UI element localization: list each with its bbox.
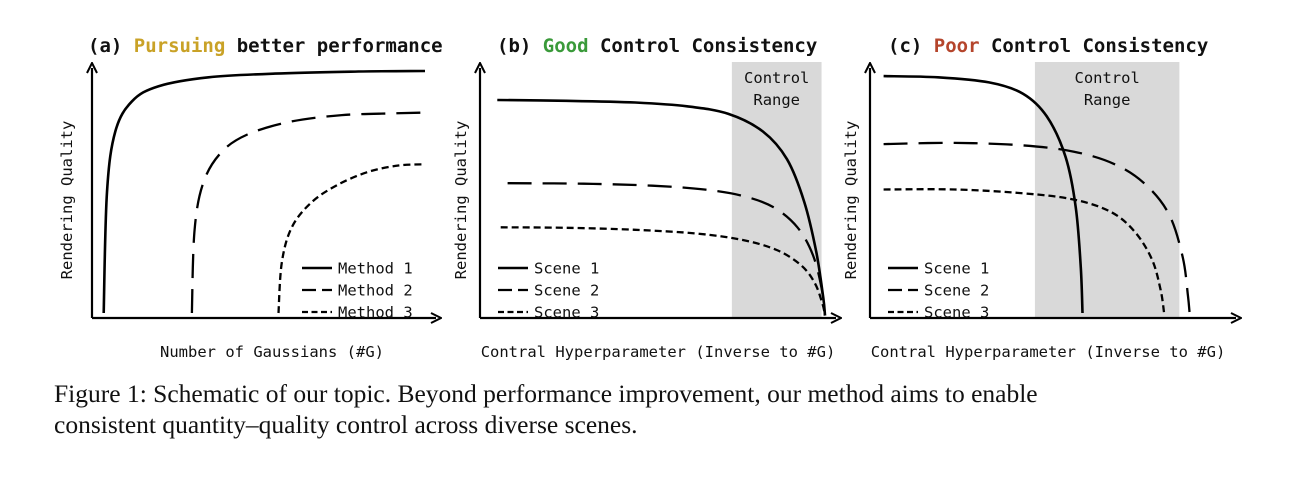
panel-b: Control Range Scene 1 Scene 2 Scene 3 (b) Goo… — [452, 35, 836, 361]
legend-label-method-3: Method 3 — [338, 304, 413, 322]
series-line-method-2 — [190, 111, 426, 314]
panel-title-label: (a) — [88, 35, 134, 57]
series-line-method-1 — [102, 69, 426, 314]
panel-title-highlight: Good — [543, 35, 589, 57]
control-range-label-line-1: Control — [1074, 69, 1139, 87]
series-line-method-3 — [277, 163, 426, 314]
panel-title-rest: better performance — [225, 35, 442, 57]
panel-title-rest: Control Consistency — [589, 35, 818, 57]
series-line-scene-2 — [883, 141, 1191, 314]
caption-line-1: Schematic of our topic. Beyond performan… — [153, 379, 1038, 408]
series-line-scene-3 — [500, 226, 827, 316]
panel-title-label: (c) — [888, 35, 934, 57]
x-axis-label: Contral Hyperparameter (Inverse to #G) — [871, 343, 1226, 361]
legend-label-scene-1: Scene 1 — [534, 260, 599, 278]
series-line-scene-2 — [507, 182, 827, 316]
legend-label-scene-2: Scene 2 — [924, 282, 989, 300]
panel-title: (b) Good Control Consistency — [497, 35, 817, 57]
panel-c: Control Range Scene 1 Scene 2 Scene 3 (c) Poo… — [842, 35, 1236, 361]
panel-title: (c) Poor Control Consistency — [888, 35, 1208, 57]
y-axis-label: Rendering Quality — [58, 121, 76, 280]
panel-title: (a) Pursuing better performance — [88, 35, 443, 57]
legend-label-method-2: Method 2 — [338, 282, 413, 300]
series-line-scene-1 — [883, 74, 1084, 314]
x-axis-label: Number of Gaussians (#G) — [160, 343, 384, 361]
panel-title-highlight: Poor — [934, 35, 980, 57]
control-range-label-line-2: Range — [1084, 91, 1131, 109]
control-range-label-line-1: Control — [744, 69, 809, 87]
legend-label-method-1: Method 1 — [338, 260, 413, 278]
legend-label-scene-2: Scene 2 — [534, 282, 599, 300]
panel-a: Method 1 Method 2 Method 3 (a) Pursuing bet… — [58, 35, 443, 361]
legend-label-scene-1: Scene 1 — [924, 260, 989, 278]
control-range-label-line-2: Range — [753, 91, 800, 109]
x-axis-label: Contral Hyperparameter (Inverse to #G) — [481, 343, 836, 361]
y-axis-label: Rendering Quality — [842, 121, 860, 280]
panel-title-label: (b) — [497, 35, 543, 57]
panel-title-highlight: Pursuing — [134, 35, 226, 57]
y-axis-label: Rendering Quality — [452, 121, 470, 280]
control-range-band — [731, 62, 822, 318]
caption-label: Figure 1: — [54, 379, 147, 408]
control-range-band — [1034, 62, 1180, 318]
series-line-scene-1 — [497, 98, 827, 316]
panel-title-rest: Control Consistency — [980, 35, 1209, 57]
figure-caption: Figure 1: Schematic of our topic. Beyond… — [54, 378, 1254, 440]
legend-label-scene-3: Scene 3 — [534, 304, 599, 322]
legend-label-scene-3: Scene 3 — [924, 304, 989, 322]
caption-line-2: consistent quantity–quality control acro… — [54, 410, 638, 439]
